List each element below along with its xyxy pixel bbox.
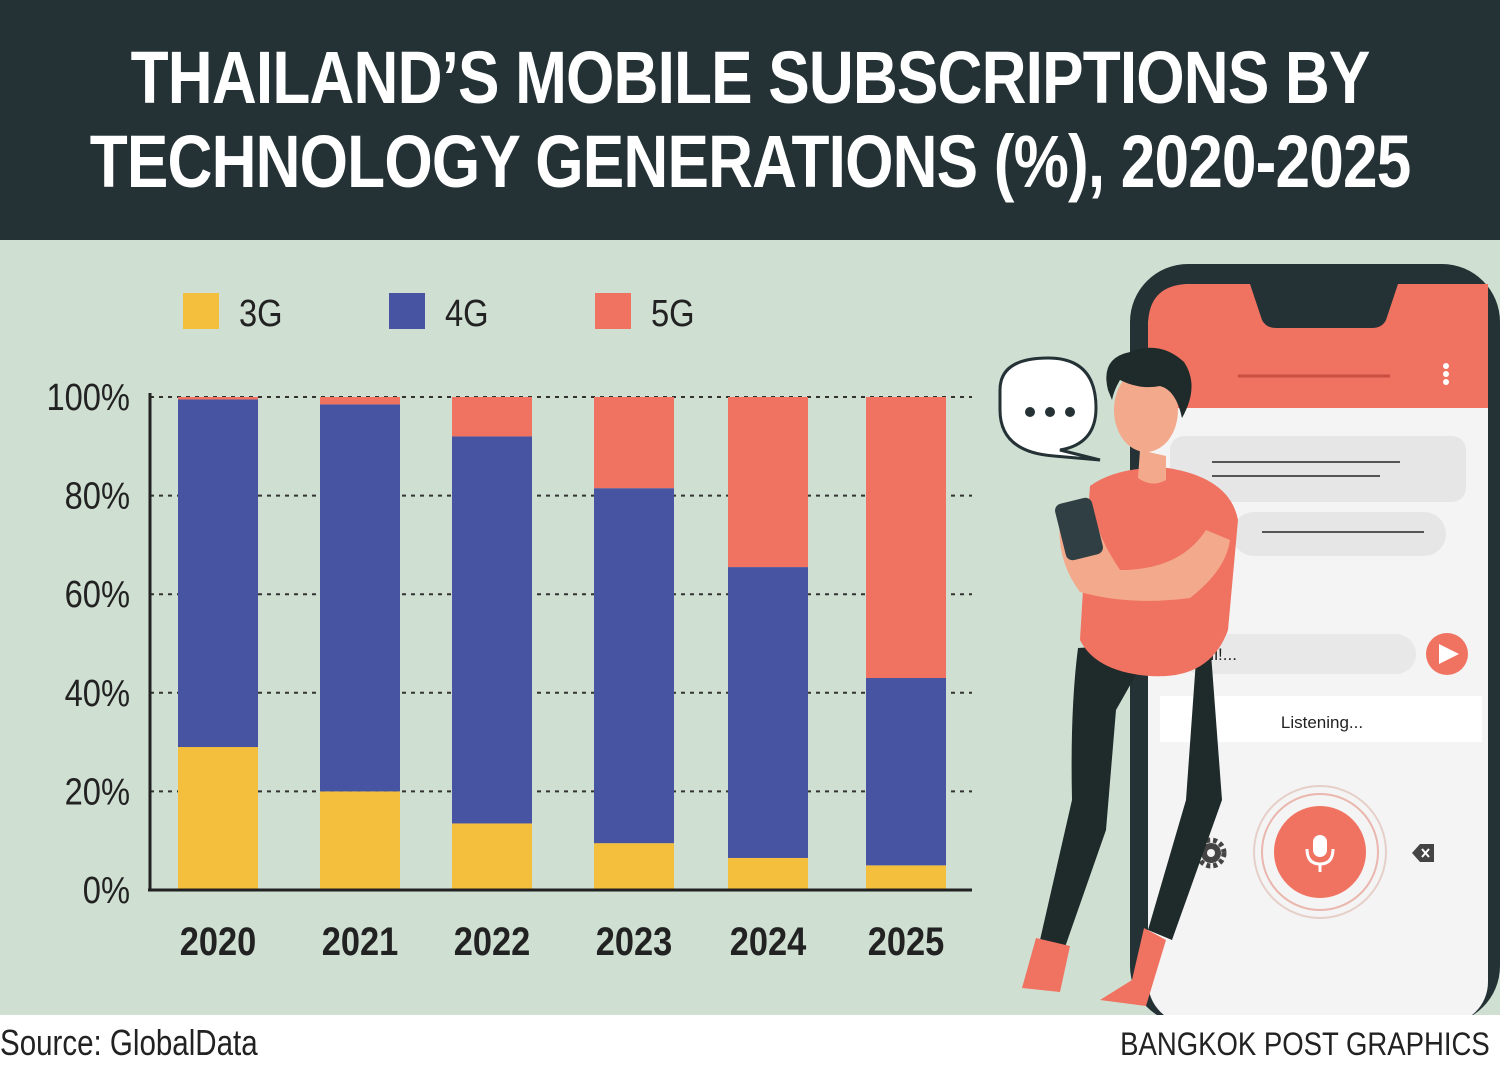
person-hair	[1106, 347, 1192, 418]
bar-4G-2025	[866, 678, 946, 866]
person-legs	[1040, 640, 1222, 950]
axes	[148, 393, 972, 892]
bar-4G-2024	[728, 567, 808, 858]
title-line-1: THAILAND’S MOBILE SUBSCRIPTIONS BY	[130, 36, 1371, 119]
person-neck	[1138, 450, 1166, 484]
bar-3G-2022	[452, 823, 532, 890]
legend-swatch-5G	[595, 293, 631, 329]
graphics-credit: BANGKOK POST GRAPHICS	[1120, 1026, 1490, 1062]
x-tick-label: 2025	[868, 919, 945, 964]
bar-5G-2023	[594, 397, 674, 489]
y-tick-label: 80%	[65, 474, 130, 517]
backspace-icon[interactable]	[1412, 844, 1434, 862]
send-icon[interactable]	[1426, 633, 1468, 675]
bar-4G-2022	[452, 436, 532, 824]
speech-bubble-dot	[1065, 407, 1075, 417]
legend-label-4G: 4G	[445, 292, 489, 335]
chat-bubble-1	[1170, 436, 1466, 502]
x-tick-label: 2024	[730, 919, 807, 964]
phone-notch	[1250, 284, 1398, 328]
x-tick-label: 2022	[454, 919, 531, 964]
bar-5G-2021	[320, 397, 400, 405]
person-arms	[1059, 520, 1230, 601]
y-tick-labels: 0% 20% 40% 60% 80% 100%	[46, 376, 130, 912]
bars	[178, 397, 946, 890]
bar-3G-2023	[594, 843, 674, 890]
chat-input[interactable]	[1180, 634, 1416, 674]
y-tick-label: 0%	[83, 869, 130, 912]
y-tick-label: 60%	[65, 573, 130, 616]
phone-app-header	[1148, 284, 1488, 408]
bar-5G-2024	[728, 397, 808, 568]
title-line-2: TECHNOLOGY GENERATIONS (%), 2020-2025	[89, 120, 1412, 203]
person-shoe-left	[1022, 938, 1070, 992]
y-tick-label: 20%	[65, 770, 130, 813]
chart-panel: Hi!... Listening...	[0, 240, 1500, 1015]
legend: 3G 4G 5G	[183, 292, 695, 335]
chat-bubble-2	[1232, 512, 1446, 556]
legend-label-5G: 5G	[651, 292, 695, 335]
gridlines	[150, 396, 972, 793]
menu-dots-icon[interactable]	[1443, 363, 1449, 385]
person-phone	[1055, 497, 1103, 561]
y-tick-label: 40%	[65, 671, 130, 714]
source-note: Source: GlobalData	[0, 1022, 258, 1063]
bar-3G-2021	[320, 791, 400, 890]
x-tick-labels: 2020 2021 2022 2023 2024 2025	[180, 919, 945, 964]
chart-svg: Hi!... Listening...	[46, 264, 1500, 1015]
status-text: Listening...	[1281, 713, 1363, 732]
person-illustration	[998, 347, 1238, 1006]
x-tick-label: 2021	[322, 919, 399, 964]
x-tick-label: 2020	[180, 919, 257, 964]
speech-bubble-dot	[1025, 407, 1035, 417]
person-face	[1114, 368, 1178, 452]
speech-bubble-dot	[1045, 407, 1055, 417]
y-tick-label: 100%	[46, 376, 130, 419]
bar-4G-2023	[594, 488, 674, 844]
x-tick-label: 2023	[596, 919, 673, 964]
legend-swatch-4G	[389, 293, 425, 329]
chart-title: THAILAND’S MOBILE SUBSCRIPTIONS BY TECHN…	[89, 36, 1412, 204]
legend-swatch-3G	[183, 293, 219, 329]
person-shoe-right	[1100, 928, 1166, 1006]
microphone-control[interactable]	[1253, 785, 1387, 919]
microphone-icon	[1305, 835, 1335, 872]
bar-3G-2024	[728, 857, 808, 890]
bar-4G-2021	[320, 404, 400, 792]
bar-5G-2022	[452, 397, 532, 437]
phone-illustration: Hi!... Listening...	[1130, 264, 1500, 1015]
legend-label-3G: 3G	[239, 292, 283, 335]
bar-4G-2020	[178, 399, 258, 748]
bar-3G-2025	[866, 865, 946, 890]
gear-icon[interactable]	[1195, 837, 1227, 869]
header-banner: THAILAND’S MOBILE SUBSCRIPTIONS BY TECHN…	[0, 0, 1500, 240]
bar-5G-2025	[866, 397, 946, 679]
bar-3G-2020	[178, 747, 258, 890]
bar-5G-2020	[178, 397, 258, 400]
